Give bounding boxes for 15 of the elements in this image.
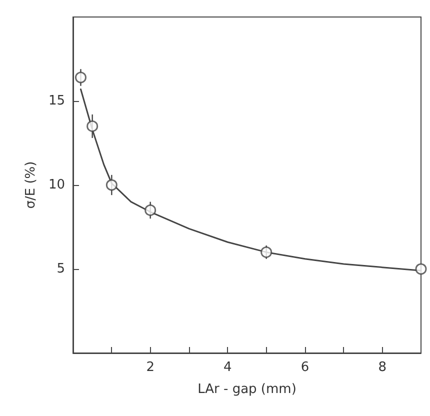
- x-tick-label: 8: [378, 360, 386, 375]
- y-tick-label: 10: [48, 178, 65, 192]
- x-tick-label: 4: [224, 360, 232, 375]
- x-tick-label: 2: [146, 360, 154, 375]
- x-axis-title: LAr - gap (mm): [198, 382, 296, 397]
- y-axis-title: σ/E (%): [24, 161, 39, 209]
- point: [106, 179, 118, 191]
- point: [260, 246, 272, 258]
- x-tick-label: 6: [300, 360, 310, 375]
- point: [144, 204, 156, 216]
- y-tick-label: 15: [48, 94, 65, 108]
- y-tick-label: 5: [56, 262, 65, 276]
- point: [86, 120, 98, 132]
- point: [415, 263, 427, 275]
- point: [74, 72, 86, 84]
